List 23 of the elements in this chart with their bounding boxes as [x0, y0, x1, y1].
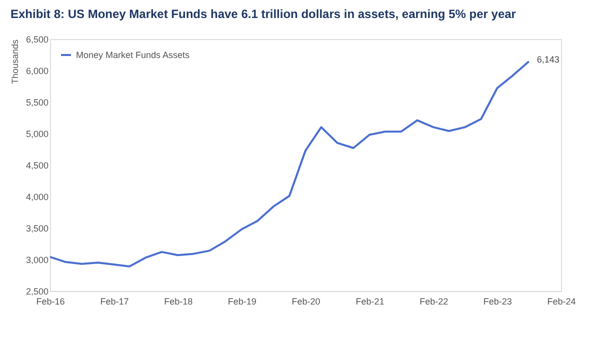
chart-title: Exhibit 8: US Money Market Funds have 6.1 trillion dollars in assets, earning 5% per year: [10, 7, 516, 21]
x-tick-label: Feb-24: [547, 296, 576, 306]
y-axis-title: Thousands: [10, 39, 20, 84]
x-tick-label: Feb-18: [164, 296, 193, 306]
x-tick-label: Feb-22: [420, 296, 448, 306]
legend-label: Money Market Funds Assets: [76, 50, 190, 60]
x-tick-label: Feb-16: [36, 296, 65, 306]
y-tick-label: 6,500: [26, 34, 48, 44]
line-series: [49, 60, 530, 268]
y-tick-label: 3,000: [26, 255, 48, 265]
y-tick-label: 6,000: [26, 66, 48, 76]
y-tick-label: 4,000: [26, 192, 48, 202]
x-tick-label: Feb-21: [356, 296, 384, 306]
y-tick-label: 4,500: [26, 160, 48, 170]
x-tick-label: Feb-19: [228, 296, 256, 306]
y-tick-label: 3,500: [26, 224, 48, 234]
x-tick-label: Feb-17: [100, 296, 129, 306]
y-tick-label: 5,000: [26, 129, 48, 139]
x-tick-label: Feb-20: [292, 296, 320, 306]
y-tick-label: 5,500: [26, 98, 48, 108]
x-tick-label: Feb-23: [483, 296, 512, 306]
annotation: 6,143: [536, 54, 560, 64]
y-tick-label: 2,500: [26, 286, 48, 296]
